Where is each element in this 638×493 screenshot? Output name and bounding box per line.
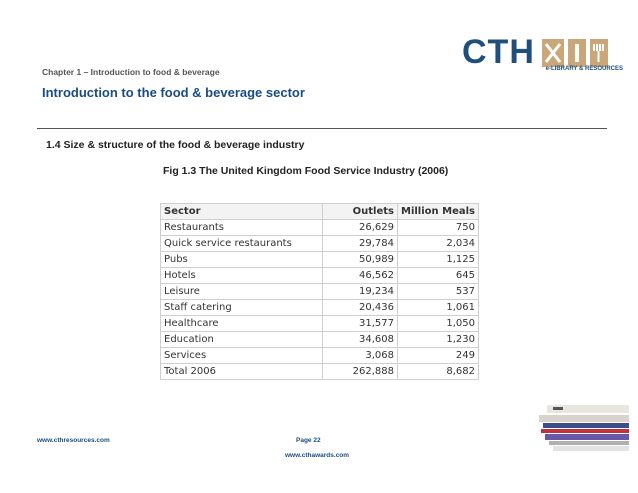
meals-cell: 249 — [397, 347, 479, 364]
table-row: Education 34,608 1,230 — [160, 331, 479, 348]
outlets-cell: 34,608 — [322, 331, 398, 348]
logo-subtitle: e-LIBRARY & RESOURCES — [545, 66, 623, 72]
outlets-cell: 29,784 — [322, 235, 398, 252]
table-header-row: Sector Outlets Million Meals — [160, 203, 479, 220]
table-row: Pubs 50,989 1,125 — [160, 251, 479, 268]
section-heading: 1.4 Size & structure of the food & bever… — [46, 139, 305, 151]
column-header-sector: Sector — [160, 203, 323, 220]
books-stack-image — [539, 405, 629, 451]
meals-cell: 1,125 — [397, 251, 479, 268]
footer-resources-link[interactable]: www.cthresources.com — [37, 437, 110, 444]
logo-text: CTH — [462, 33, 535, 71]
outlets-cell: 262,888 — [322, 363, 398, 380]
meals-cell: 537 — [397, 283, 479, 300]
sector-cell: Quick service restaurants — [160, 235, 323, 252]
logo-icons — [542, 39, 608, 67]
outlets-cell: 20,436 — [322, 299, 398, 316]
meals-cell: 1,061 — [397, 299, 479, 316]
page-title: Introduction to the food & beverage sect… — [42, 85, 305, 100]
table-row: Restaurants 26,629 750 — [160, 219, 479, 236]
outlets-cell: 31,577 — [322, 315, 398, 332]
outlets-cell: 3,068 — [322, 347, 398, 364]
sector-cell: Services — [160, 347, 323, 364]
figure-title: Fig 1.3 The United Kingdom Food Service … — [163, 165, 449, 177]
outlets-cell: 50,989 — [322, 251, 398, 268]
outlets-cell: 26,629 — [322, 219, 398, 236]
sector-cell: Healthcare — [160, 315, 323, 332]
meals-cell: 1,050 — [397, 315, 479, 332]
cth-logo: CTH e-LIBRARY & RESOURCES — [462, 35, 627, 77]
food-service-table: Sector Outlets Million Meals Restaurants… — [160, 203, 479, 380]
outlets-cell: 46,562 — [322, 267, 398, 284]
meals-cell: 750 — [397, 219, 479, 236]
column-header-meals: Million Meals — [397, 203, 479, 220]
meals-cell: 8,682 — [397, 363, 479, 380]
meals-cell: 1,230 — [397, 331, 479, 348]
sector-cell: Restaurants — [160, 219, 323, 236]
table-row: Staff catering 20,436 1,061 — [160, 299, 479, 316]
divider — [37, 128, 607, 129]
column-header-outlets: Outlets — [322, 203, 398, 220]
meals-cell: 2,034 — [397, 235, 479, 252]
table-row: Hotels 46,562 645 — [160, 267, 479, 284]
outlets-cell: 19,234 — [322, 283, 398, 300]
chapter-label: Chapter 1 – Introduction to food & bever… — [42, 67, 220, 77]
sector-cell: Leisure — [160, 283, 323, 300]
footer-awards-link[interactable]: www.cthawards.com — [285, 452, 350, 459]
sector-cell: Education — [160, 331, 323, 348]
page-number: Page 22 — [296, 437, 321, 444]
table-row: Leisure 19,234 537 — [160, 283, 479, 300]
table-total-row: Total 2006 262,888 8,682 — [160, 363, 479, 380]
table-row: Services 3,068 249 — [160, 347, 479, 364]
table-row: Quick service restaurants 29,784 2,034 — [160, 235, 479, 252]
meals-cell: 645 — [397, 267, 479, 284]
sector-cell: Total 2006 — [160, 363, 323, 380]
table-row: Healthcare 31,577 1,050 — [160, 315, 479, 332]
sector-cell: Staff catering — [160, 299, 323, 316]
sector-cell: Pubs — [160, 251, 323, 268]
sector-cell: Hotels — [160, 267, 323, 284]
